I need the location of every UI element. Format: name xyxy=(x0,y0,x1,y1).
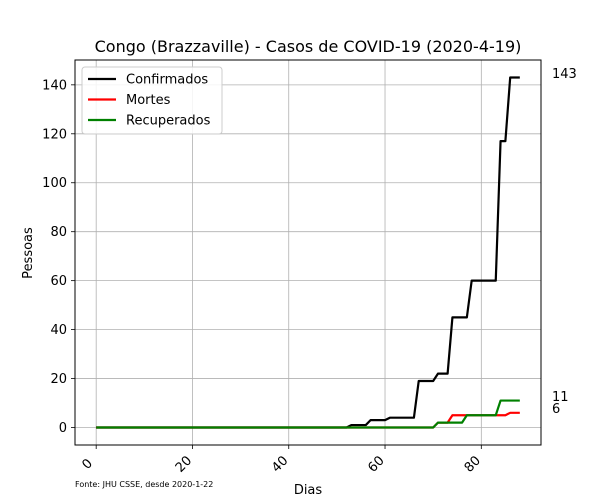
plot-frame xyxy=(74,59,542,446)
legend-label: Confirmados xyxy=(126,73,208,88)
series-lines xyxy=(96,76,520,429)
series-line-recuperados xyxy=(96,399,520,429)
y-tick-label: 140 xyxy=(42,78,67,93)
y-axis-label: Pessoas xyxy=(21,227,36,279)
x-tick-label: 60 xyxy=(365,453,387,475)
y-tick-label: 60 xyxy=(50,274,67,289)
x-tick-label: 20 xyxy=(173,453,195,475)
x-tick-label: 80 xyxy=(462,453,484,475)
series-line-confirmados xyxy=(96,76,520,429)
end-label-recuperados: 11 xyxy=(552,390,569,405)
y-tick-label: 0 xyxy=(59,421,67,436)
series-line-mortes xyxy=(96,411,520,429)
legend-label: Recuperados xyxy=(126,114,211,129)
x-axis-label: Dias xyxy=(294,483,323,498)
source-note: Fonte: JHU CSSE, desde 2020-1-22 xyxy=(75,480,213,489)
end-label-confirmados: 143 xyxy=(552,67,577,82)
y-tick-label: 80 xyxy=(50,225,67,240)
x-tick-label: 40 xyxy=(269,453,291,475)
legend-label: Mortes xyxy=(126,93,171,108)
y-tick-label: 20 xyxy=(50,372,67,387)
y-tick-label: 40 xyxy=(50,323,67,338)
end-labels: 143 611 xyxy=(552,67,577,417)
x-tick-label: 0 xyxy=(79,456,95,472)
y-tick-label: 100 xyxy=(42,176,67,191)
chart-title: Congo (Brazzaville) - Casos de COVID-19 … xyxy=(95,37,522,56)
end-label-mortes: 6 xyxy=(552,402,560,417)
y-tick-label: 120 xyxy=(42,127,67,142)
legend: Confirmados Mortes Recuperados xyxy=(81,66,223,135)
legend-box xyxy=(81,66,223,135)
axis-ticks: 0 20 40 60 80 0 20 40 60 80 100 120 140 xyxy=(42,78,484,475)
